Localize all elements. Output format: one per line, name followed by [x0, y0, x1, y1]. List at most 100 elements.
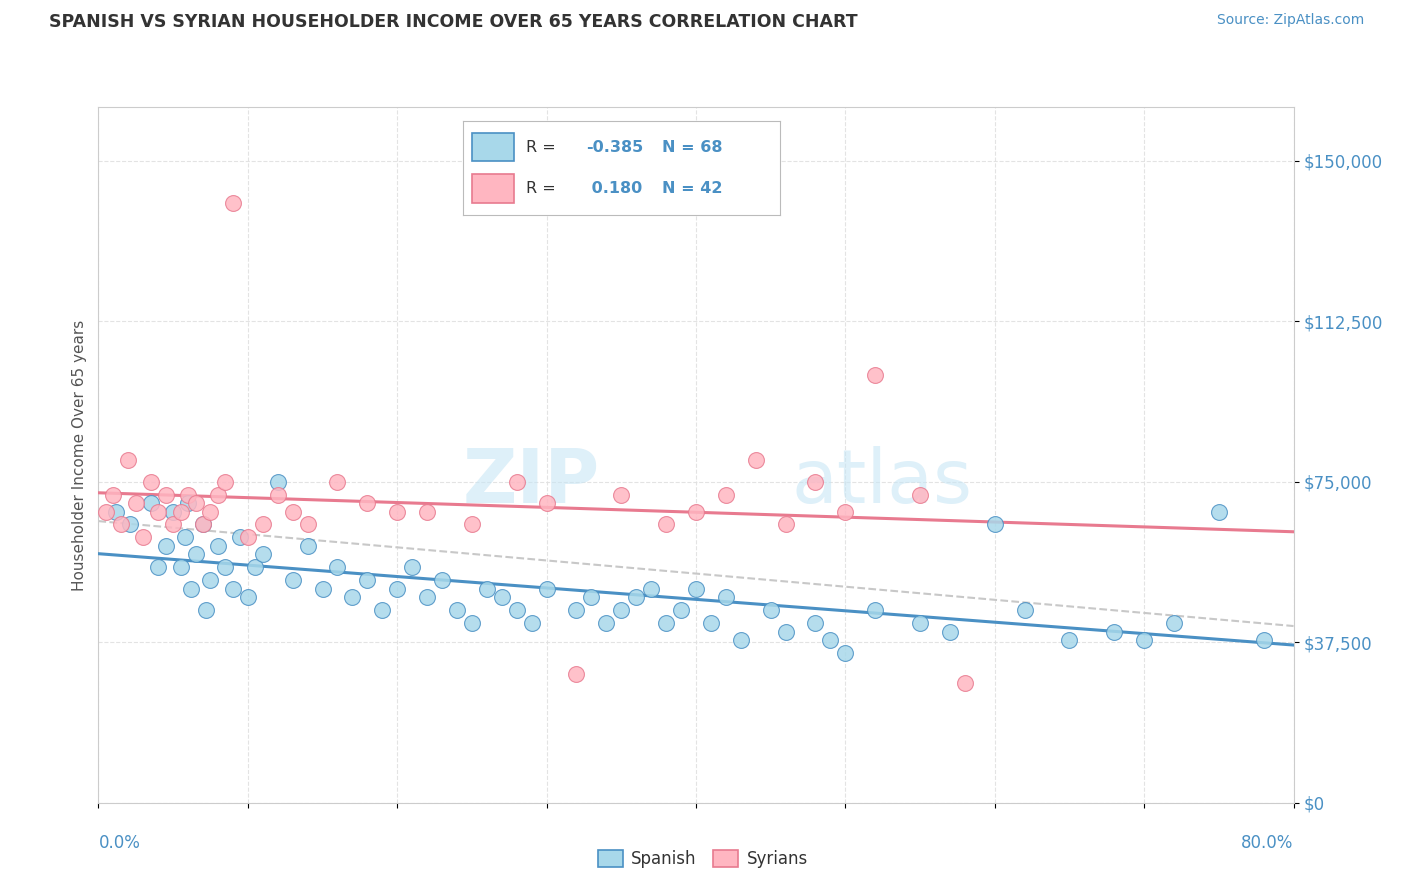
- Point: [311, 582, 333, 596]
- Point: [863, 368, 886, 382]
- Point: [939, 624, 962, 639]
- Point: [200, 573, 222, 587]
- Point: [1208, 505, 1230, 519]
- Point: [506, 603, 529, 617]
- Point: [169, 560, 191, 574]
- Point: [103, 487, 125, 501]
- Point: [105, 505, 128, 519]
- Point: [714, 591, 737, 605]
- Point: [214, 475, 236, 489]
- Point: [385, 505, 409, 519]
- Point: [416, 591, 439, 605]
- Text: 0.0%: 0.0%: [98, 834, 141, 852]
- Point: [191, 517, 214, 532]
- Point: [155, 539, 177, 553]
- Y-axis label: Householder Income Over 65 years: Householder Income Over 65 years: [72, 319, 87, 591]
- Point: [834, 505, 856, 519]
- Point: [326, 560, 349, 574]
- Point: [117, 453, 139, 467]
- Point: [194, 603, 218, 617]
- Point: [669, 603, 692, 617]
- Point: [804, 615, 827, 630]
- Point: [125, 496, 148, 510]
- Point: [416, 505, 439, 519]
- Point: [356, 496, 378, 510]
- Point: [184, 496, 207, 510]
- Point: [236, 530, 259, 544]
- Point: [1059, 633, 1081, 648]
- Point: [297, 539, 319, 553]
- Point: [446, 603, 468, 617]
- Point: [401, 560, 423, 574]
- Point: [714, 487, 737, 501]
- Point: [536, 496, 558, 510]
- Point: [222, 196, 245, 211]
- Point: [759, 603, 782, 617]
- Text: Source: ZipAtlas.com: Source: ZipAtlas.com: [1216, 13, 1364, 28]
- Point: [863, 603, 886, 617]
- Point: [565, 603, 588, 617]
- Point: [229, 530, 252, 544]
- Point: [730, 633, 752, 648]
- Point: [655, 615, 678, 630]
- Point: [155, 487, 177, 501]
- Point: [139, 496, 162, 510]
- Point: [207, 487, 229, 501]
- Point: [640, 582, 662, 596]
- Point: [953, 676, 976, 690]
- Text: ZIP: ZIP: [463, 446, 600, 519]
- Text: 80.0%: 80.0%: [1241, 834, 1294, 852]
- Point: [214, 560, 236, 574]
- Point: [834, 646, 856, 660]
- Point: [581, 591, 603, 605]
- Point: [685, 582, 707, 596]
- Point: [624, 591, 647, 605]
- Text: atlas: atlas: [792, 446, 973, 519]
- Point: [222, 582, 245, 596]
- Point: [804, 475, 827, 489]
- Point: [297, 517, 319, 532]
- Point: [148, 560, 170, 574]
- Point: [162, 505, 184, 519]
- Text: SPANISH VS SYRIAN HOUSEHOLDER INCOME OVER 65 YEARS CORRELATION CHART: SPANISH VS SYRIAN HOUSEHOLDER INCOME OVE…: [49, 13, 858, 31]
- Point: [775, 624, 797, 639]
- Point: [461, 517, 484, 532]
- Point: [520, 615, 543, 630]
- Point: [207, 539, 229, 553]
- Point: [132, 530, 155, 544]
- Point: [685, 505, 707, 519]
- Point: [356, 573, 378, 587]
- Point: [461, 615, 484, 630]
- Point: [267, 487, 290, 501]
- Point: [326, 475, 349, 489]
- Point: [610, 603, 633, 617]
- Point: [908, 615, 931, 630]
- Point: [430, 573, 453, 587]
- Point: [983, 517, 1005, 532]
- Point: [385, 582, 409, 596]
- Legend: Spanish, Syrians: Spanish, Syrians: [592, 843, 814, 875]
- Point: [118, 517, 141, 532]
- Point: [700, 615, 723, 630]
- Point: [110, 517, 132, 532]
- Point: [236, 591, 259, 605]
- Point: [281, 573, 304, 587]
- Point: [475, 582, 498, 596]
- Point: [200, 505, 222, 519]
- Point: [820, 633, 842, 648]
- Point: [162, 517, 184, 532]
- Point: [267, 475, 290, 489]
- Point: [148, 505, 170, 519]
- Point: [177, 496, 200, 510]
- Point: [610, 487, 633, 501]
- Point: [1133, 633, 1156, 648]
- Point: [281, 505, 304, 519]
- Point: [180, 582, 202, 596]
- Point: [139, 475, 162, 489]
- Point: [245, 560, 267, 574]
- Point: [342, 591, 364, 605]
- Point: [536, 582, 558, 596]
- Point: [491, 591, 513, 605]
- Point: [174, 530, 197, 544]
- Point: [506, 475, 529, 489]
